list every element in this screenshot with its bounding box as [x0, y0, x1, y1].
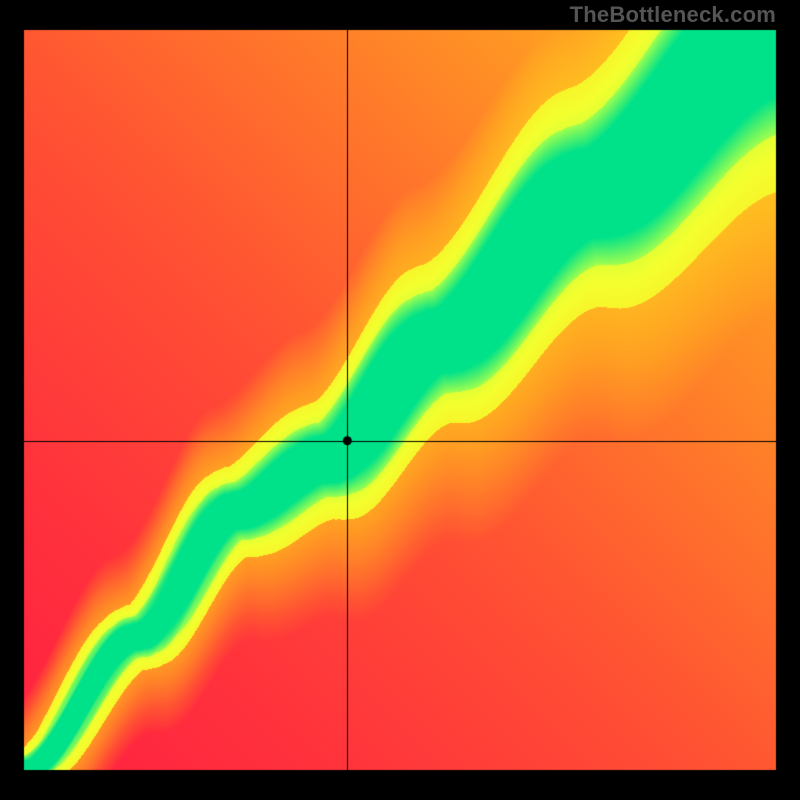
watermark-text: TheBottleneck.com [570, 2, 776, 28]
bottleneck-heatmap-canvas [0, 0, 800, 800]
chart-container: TheBottleneck.com [0, 0, 800, 800]
